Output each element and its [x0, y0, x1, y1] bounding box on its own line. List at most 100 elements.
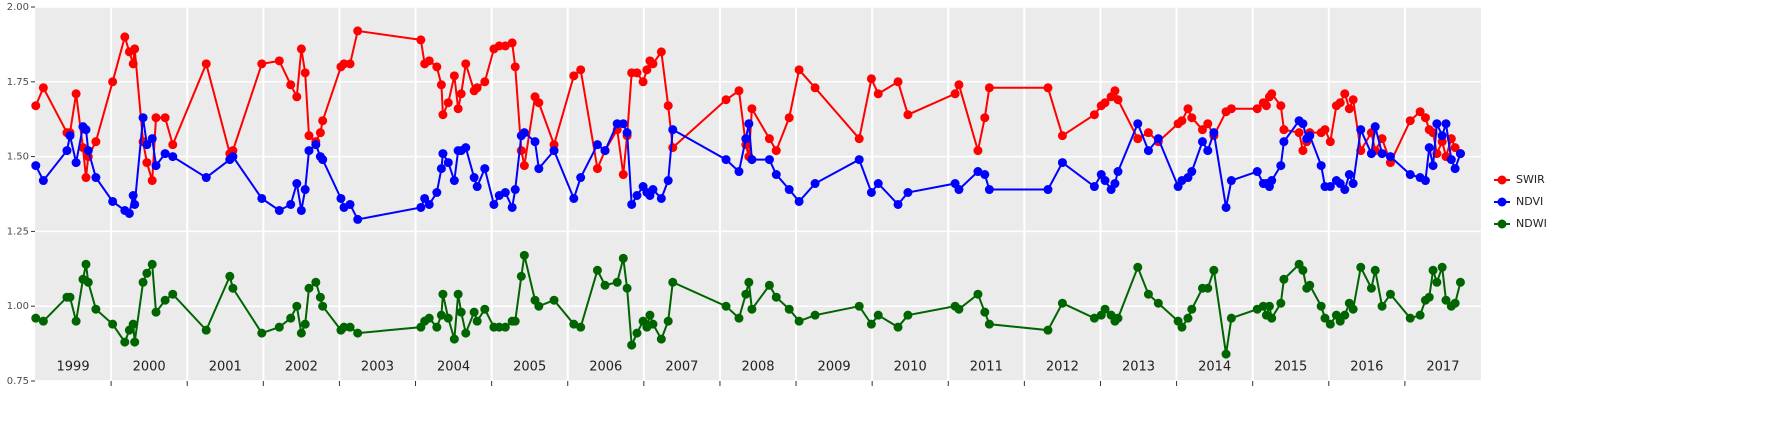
point	[980, 170, 990, 180]
point	[1197, 125, 1207, 135]
point	[534, 98, 544, 108]
point	[147, 176, 157, 186]
point	[663, 316, 673, 326]
point	[638, 77, 648, 87]
point	[663, 176, 673, 186]
point	[472, 83, 482, 93]
point	[1441, 295, 1451, 305]
year-label: 2010	[894, 360, 927, 375]
point	[81, 173, 91, 183]
point	[744, 277, 754, 287]
point	[734, 313, 744, 323]
point	[91, 137, 101, 147]
year-label: 2000	[133, 360, 166, 375]
point	[1183, 313, 1193, 323]
point	[592, 164, 602, 174]
point	[600, 146, 610, 156]
point	[1089, 182, 1099, 192]
point	[873, 179, 883, 189]
point	[810, 310, 820, 320]
point	[469, 307, 479, 317]
year-label: 2006	[589, 360, 622, 375]
legend-label: NDVI	[1516, 195, 1543, 208]
point	[1100, 304, 1110, 314]
point	[228, 152, 238, 162]
point	[656, 334, 666, 344]
point	[304, 283, 314, 293]
point	[318, 116, 328, 126]
point	[1057, 158, 1067, 168]
point	[516, 271, 526, 281]
point	[1043, 185, 1053, 195]
point	[1294, 128, 1304, 138]
point	[973, 167, 983, 177]
point	[345, 322, 355, 332]
point	[1221, 202, 1231, 212]
point	[1366, 283, 1376, 293]
y-tick-label: 0.75	[7, 376, 29, 387]
point	[893, 199, 903, 209]
point	[1089, 110, 1099, 120]
point	[854, 301, 864, 311]
point	[784, 304, 794, 314]
year-label: 2004	[437, 360, 470, 375]
point	[510, 62, 520, 72]
year-label: 2017	[1426, 360, 1459, 375]
point	[810, 83, 820, 93]
point	[549, 146, 559, 156]
point	[1385, 289, 1395, 299]
point	[980, 307, 990, 317]
point	[1187, 113, 1197, 123]
point	[31, 161, 41, 171]
point	[1203, 146, 1213, 156]
point	[1316, 161, 1326, 171]
point	[318, 155, 328, 165]
point	[318, 301, 328, 311]
point	[873, 89, 883, 99]
point	[1089, 313, 1099, 323]
point	[1446, 155, 1456, 165]
point	[436, 164, 446, 174]
point	[648, 319, 658, 329]
point	[1279, 137, 1289, 147]
point	[1437, 262, 1447, 272]
point	[1450, 143, 1460, 153]
point	[432, 188, 442, 198]
point	[866, 188, 876, 198]
point	[668, 277, 678, 287]
point	[1197, 137, 1207, 147]
point	[168, 152, 178, 162]
point	[201, 59, 211, 69]
point	[62, 146, 72, 156]
point	[973, 289, 983, 299]
point	[124, 208, 134, 218]
point	[784, 185, 794, 195]
point	[449, 71, 459, 81]
point	[984, 319, 994, 329]
point	[1340, 185, 1350, 195]
point	[345, 199, 355, 209]
point	[721, 155, 731, 165]
point	[721, 95, 731, 105]
legend-label: SWIR	[1516, 173, 1545, 186]
point	[1415, 107, 1425, 117]
point	[120, 32, 130, 42]
point	[311, 277, 321, 287]
point	[576, 173, 586, 183]
point	[416, 35, 426, 45]
point	[648, 185, 658, 195]
point	[456, 307, 466, 317]
point	[1455, 277, 1465, 287]
point	[721, 301, 731, 311]
point	[257, 193, 267, 203]
point	[138, 113, 148, 123]
point	[1348, 304, 1358, 314]
point	[225, 271, 235, 281]
point	[1455, 149, 1465, 159]
point	[257, 328, 267, 338]
point	[438, 289, 448, 299]
point	[151, 307, 161, 317]
point	[794, 316, 804, 326]
point	[1325, 137, 1335, 147]
point	[1377, 149, 1387, 159]
